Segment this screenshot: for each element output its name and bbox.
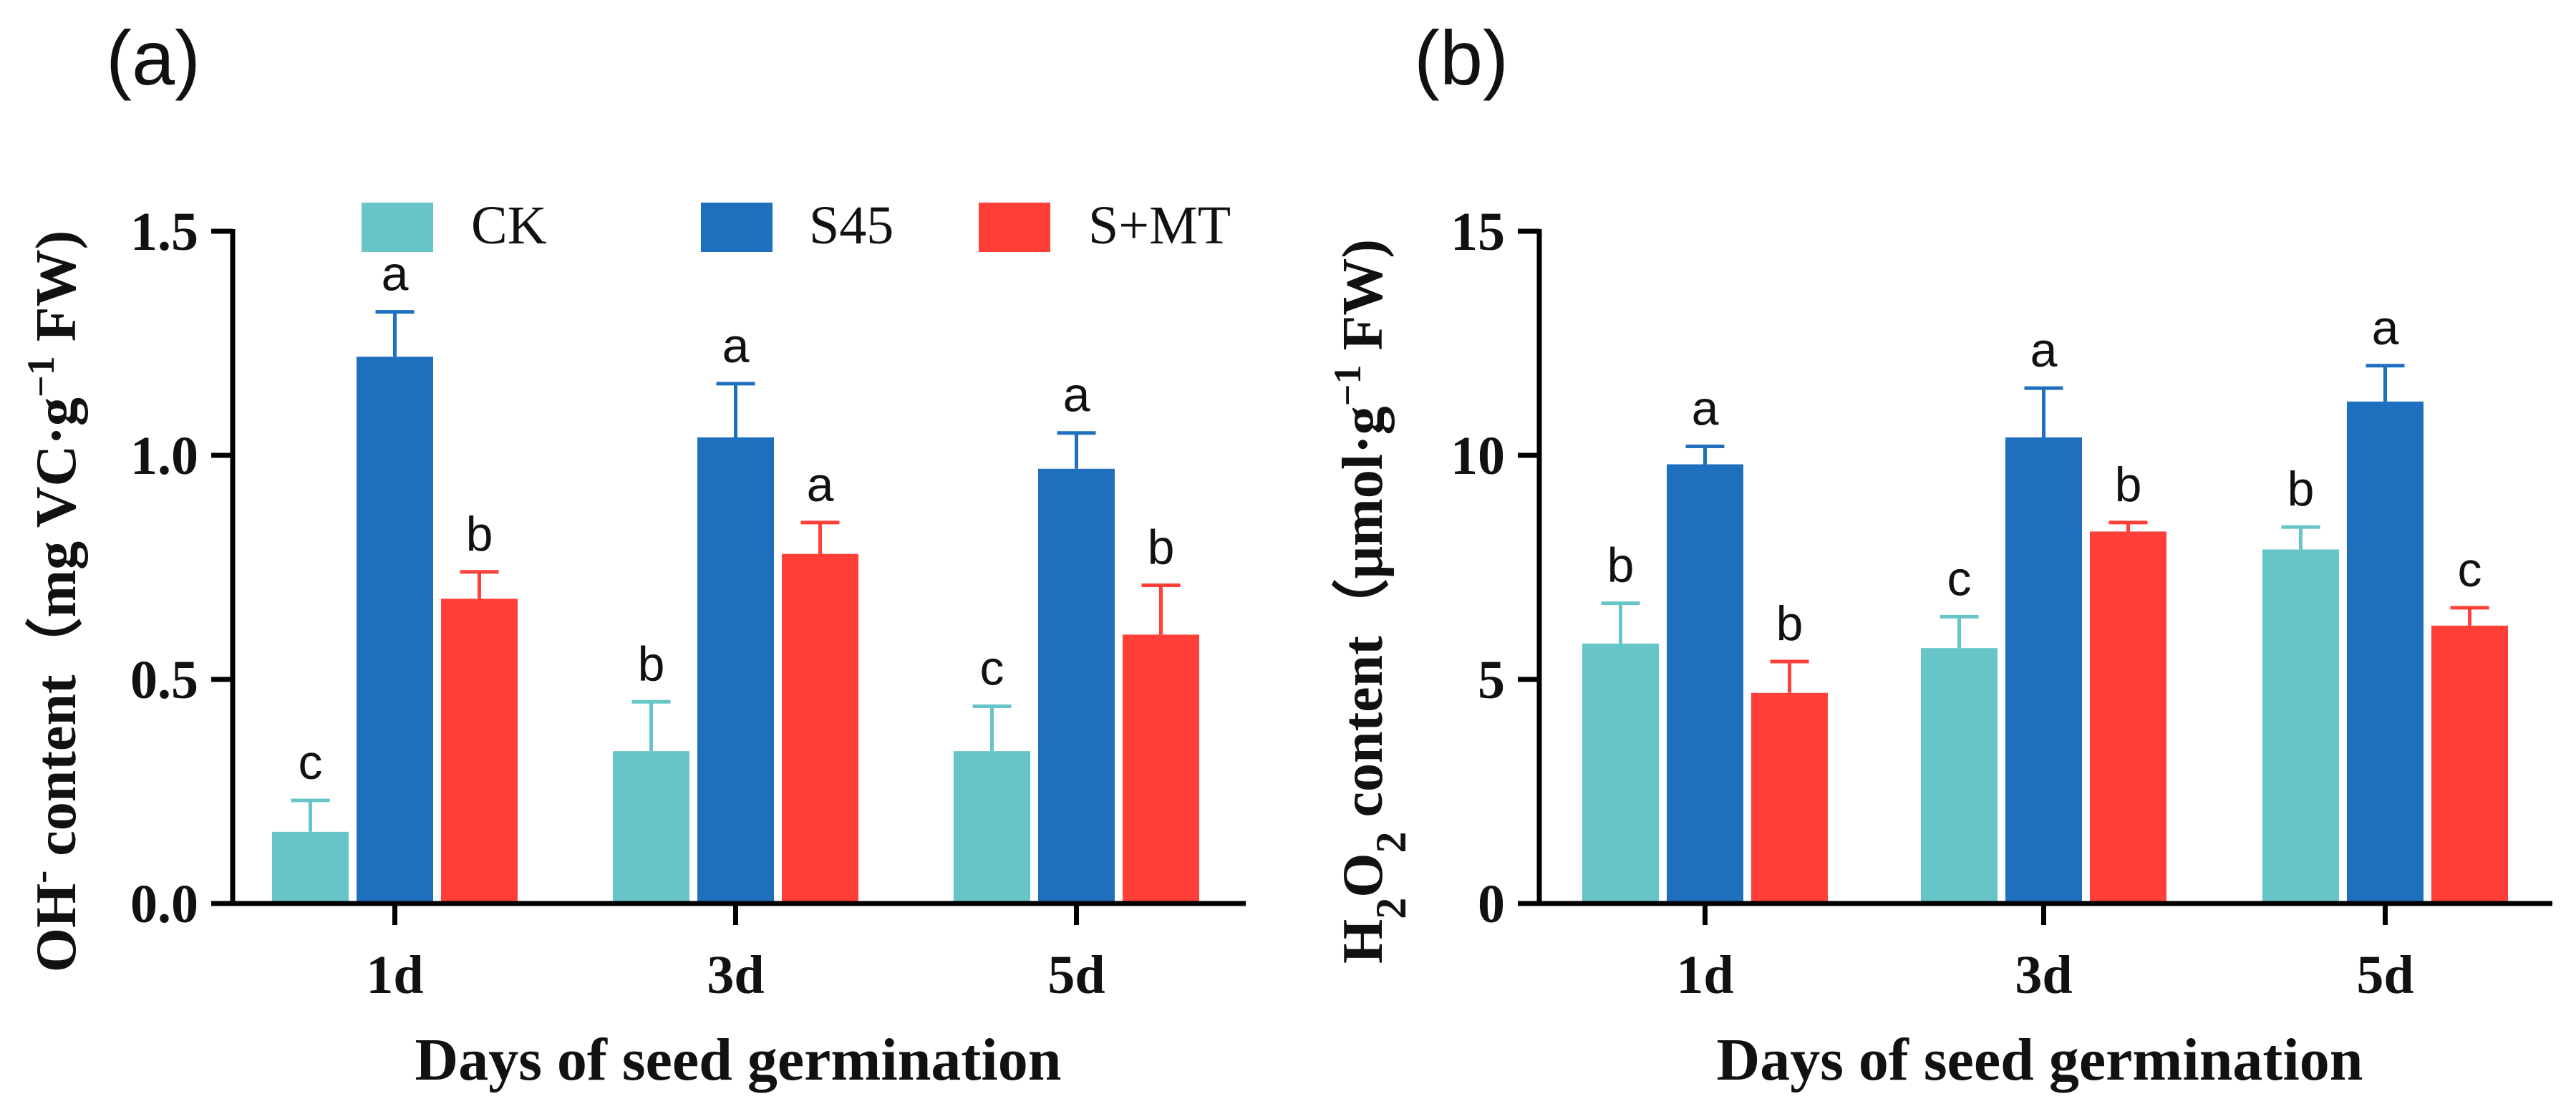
chart-b-x-tick-label-3d: 3d bbox=[2015, 945, 2072, 1005]
chart-a-bar-smt-1d bbox=[441, 599, 518, 904]
legend: CK S45 S+MT bbox=[362, 195, 1231, 256]
chart-a-marks: c a b b a a c a b bbox=[272, 247, 1199, 904]
panel-a-label: (a) bbox=[106, 14, 200, 101]
chart-b-sig-letter-ck-3d: c bbox=[1947, 551, 1972, 606]
chart-b-y-tick-label-1: 5 bbox=[1478, 650, 1505, 710]
chart-a-y-tick-label-1: 0.5 bbox=[130, 650, 198, 710]
chart-a-bar-smt-3d bbox=[782, 553, 858, 904]
chart-a-x-tick-label-5d: 5d bbox=[1047, 945, 1105, 1005]
chart-b-sig-letter-s45-1d: a bbox=[1692, 381, 1719, 435]
legend-label-s45: S45 bbox=[809, 195, 894, 256]
chart-a-x-tick-label-3d: 3d bbox=[707, 945, 764, 1005]
chart-a-sig-letter-s45-3d: a bbox=[722, 319, 750, 373]
chart-b-y-axis-title-part3: content（μmol·g bbox=[1332, 406, 1395, 831]
chart-a-y-axis-title-sup2: −1 bbox=[19, 356, 62, 397]
chart-b-bar-ck-5d bbox=[2262, 549, 2339, 904]
chart-a-y-axis-title-part3: FW) bbox=[25, 231, 88, 357]
legend-swatch-ck bbox=[362, 203, 433, 252]
chart-b-sig-letter-s45-3d: a bbox=[2030, 323, 2058, 377]
chart-a-bar-s45-1d bbox=[357, 357, 433, 904]
chart-a-x-axis-title: Days of seed germination bbox=[415, 1027, 1062, 1093]
chart-a-x-tick-label-1d: 1d bbox=[366, 945, 423, 1005]
chart-b-bar-s45-1d bbox=[1667, 464, 1743, 904]
chart-a-bar-s45-5d bbox=[1038, 468, 1115, 904]
chart-a-bar-ck-5d bbox=[954, 751, 1030, 904]
chart-a-y-axis-title-sup1: - bbox=[19, 871, 62, 883]
panel-b-label: (b) bbox=[1414, 14, 1509, 101]
chart-a-y-axis-title-part2: content（mg VC·g bbox=[25, 397, 88, 871]
chart-b-y-tick-label-0: 0 bbox=[1478, 874, 1505, 934]
chart-b-sig-letter-ck-1d: b bbox=[1607, 538, 1635, 593]
legend-label-ck: CK bbox=[471, 195, 547, 256]
chart-a-sig-letter-ck-5d: c bbox=[980, 641, 1004, 696]
chart-b-axes: 1d 3d 5d 0 5 10 15 bbox=[1451, 202, 2552, 1005]
chart-b-x-tick-label-1d: 1d bbox=[1676, 945, 1733, 1005]
chart-a-bar-ck-1d bbox=[272, 831, 349, 904]
chart-a-sig-letter-smt-5d: b bbox=[1148, 520, 1175, 575]
chart-b-sig-letter-smt-1d: b bbox=[1776, 596, 1803, 651]
chart-b-sig-letter-ck-5d: b bbox=[2287, 462, 2315, 516]
chart-a-sig-letter-ck-1d: c bbox=[299, 735, 323, 790]
chart-b-y-axis-title-sub2: 2 bbox=[1367, 832, 1415, 853]
chart-b-bar-smt-5d bbox=[2431, 625, 2508, 904]
chart-a-sig-letter-s45-5d: a bbox=[1063, 368, 1090, 422]
chart-b-sig-letter-s45-5d: a bbox=[2372, 301, 2399, 355]
chart-a-sig-letter-smt-1d: b bbox=[466, 507, 493, 561]
chart-a-y-tick-label-2: 1.0 bbox=[130, 426, 198, 486]
chart-b: b a b c a b b a c 1d 3d 5d 0 5 10 15 Days of seed germ… bbox=[1326, 202, 2552, 1093]
chart-b-bar-smt-3d bbox=[2090, 531, 2166, 904]
chart-b-bar-smt-1d bbox=[1751, 692, 1828, 904]
chart-b-bar-ck-3d bbox=[1921, 648, 1998, 904]
chart-b-y-axis-title-part1: H bbox=[1332, 919, 1395, 964]
chart-b-y-tick-label-2: 10 bbox=[1451, 426, 1505, 486]
chart-b-bar-s45-5d bbox=[2347, 401, 2424, 904]
chart-a-y-tick-label-0: 0.0 bbox=[130, 874, 198, 934]
chart-b-bar-ck-1d bbox=[1582, 643, 1659, 904]
chart-b-y-axis-title: H2O2 content（μmol·g−1 FW) bbox=[1326, 239, 1415, 964]
chart-b-x-tick-label-5d: 5d bbox=[2356, 945, 2413, 1005]
chart-a-sig-letter-s45-1d: a bbox=[382, 247, 409, 301]
chart-a: c a b b a a c a b 1d 3d 5d 0.0 0.5 1.0 1.5 Days of see… bbox=[19, 202, 1246, 1093]
chart-b-x-axis-title: Days of seed germination bbox=[1717, 1027, 2363, 1093]
chart-b-sig-letter-smt-3d: b bbox=[2115, 457, 2142, 512]
chart-b-bar-s45-3d bbox=[2005, 437, 2082, 904]
chart-a-bar-smt-5d bbox=[1123, 634, 1199, 904]
legend-swatch-smt bbox=[979, 203, 1050, 252]
chart-a-axes: 1d 3d 5d 0.0 0.5 1.0 1.5 bbox=[130, 202, 1246, 1005]
chart-b-y-axis-title-sup1: −1 bbox=[1326, 365, 1369, 407]
chart-b-y-axis-title-part4: FW) bbox=[1332, 239, 1395, 365]
legend-label-smt: S+MT bbox=[1088, 195, 1231, 256]
chart-a-y-tick-label-3: 1.5 bbox=[130, 202, 198, 262]
legend-swatch-s45 bbox=[701, 203, 773, 252]
chart-b-marks: b a b c a b b a c bbox=[1582, 301, 2508, 904]
chart-a-bar-s45-3d bbox=[697, 437, 774, 904]
chart-b-y-axis-title-part2: O bbox=[1332, 853, 1395, 898]
chart-a-sig-letter-smt-3d: a bbox=[807, 457, 834, 512]
chart-b-y-tick-label-3: 15 bbox=[1451, 202, 1505, 262]
chart-a-y-axis-title: OH- content（mg VC·g−1 FW) bbox=[19, 231, 88, 972]
chart-b-sig-letter-smt-5d: c bbox=[2458, 543, 2482, 597]
chart-a-bar-ck-3d bbox=[613, 751, 689, 904]
chart-a-sig-letter-ck-3d: b bbox=[638, 636, 665, 691]
chart-a-y-axis-title-part1: OH bbox=[25, 883, 88, 972]
chart-b-y-axis-title-sub1: 2 bbox=[1367, 898, 1415, 919]
